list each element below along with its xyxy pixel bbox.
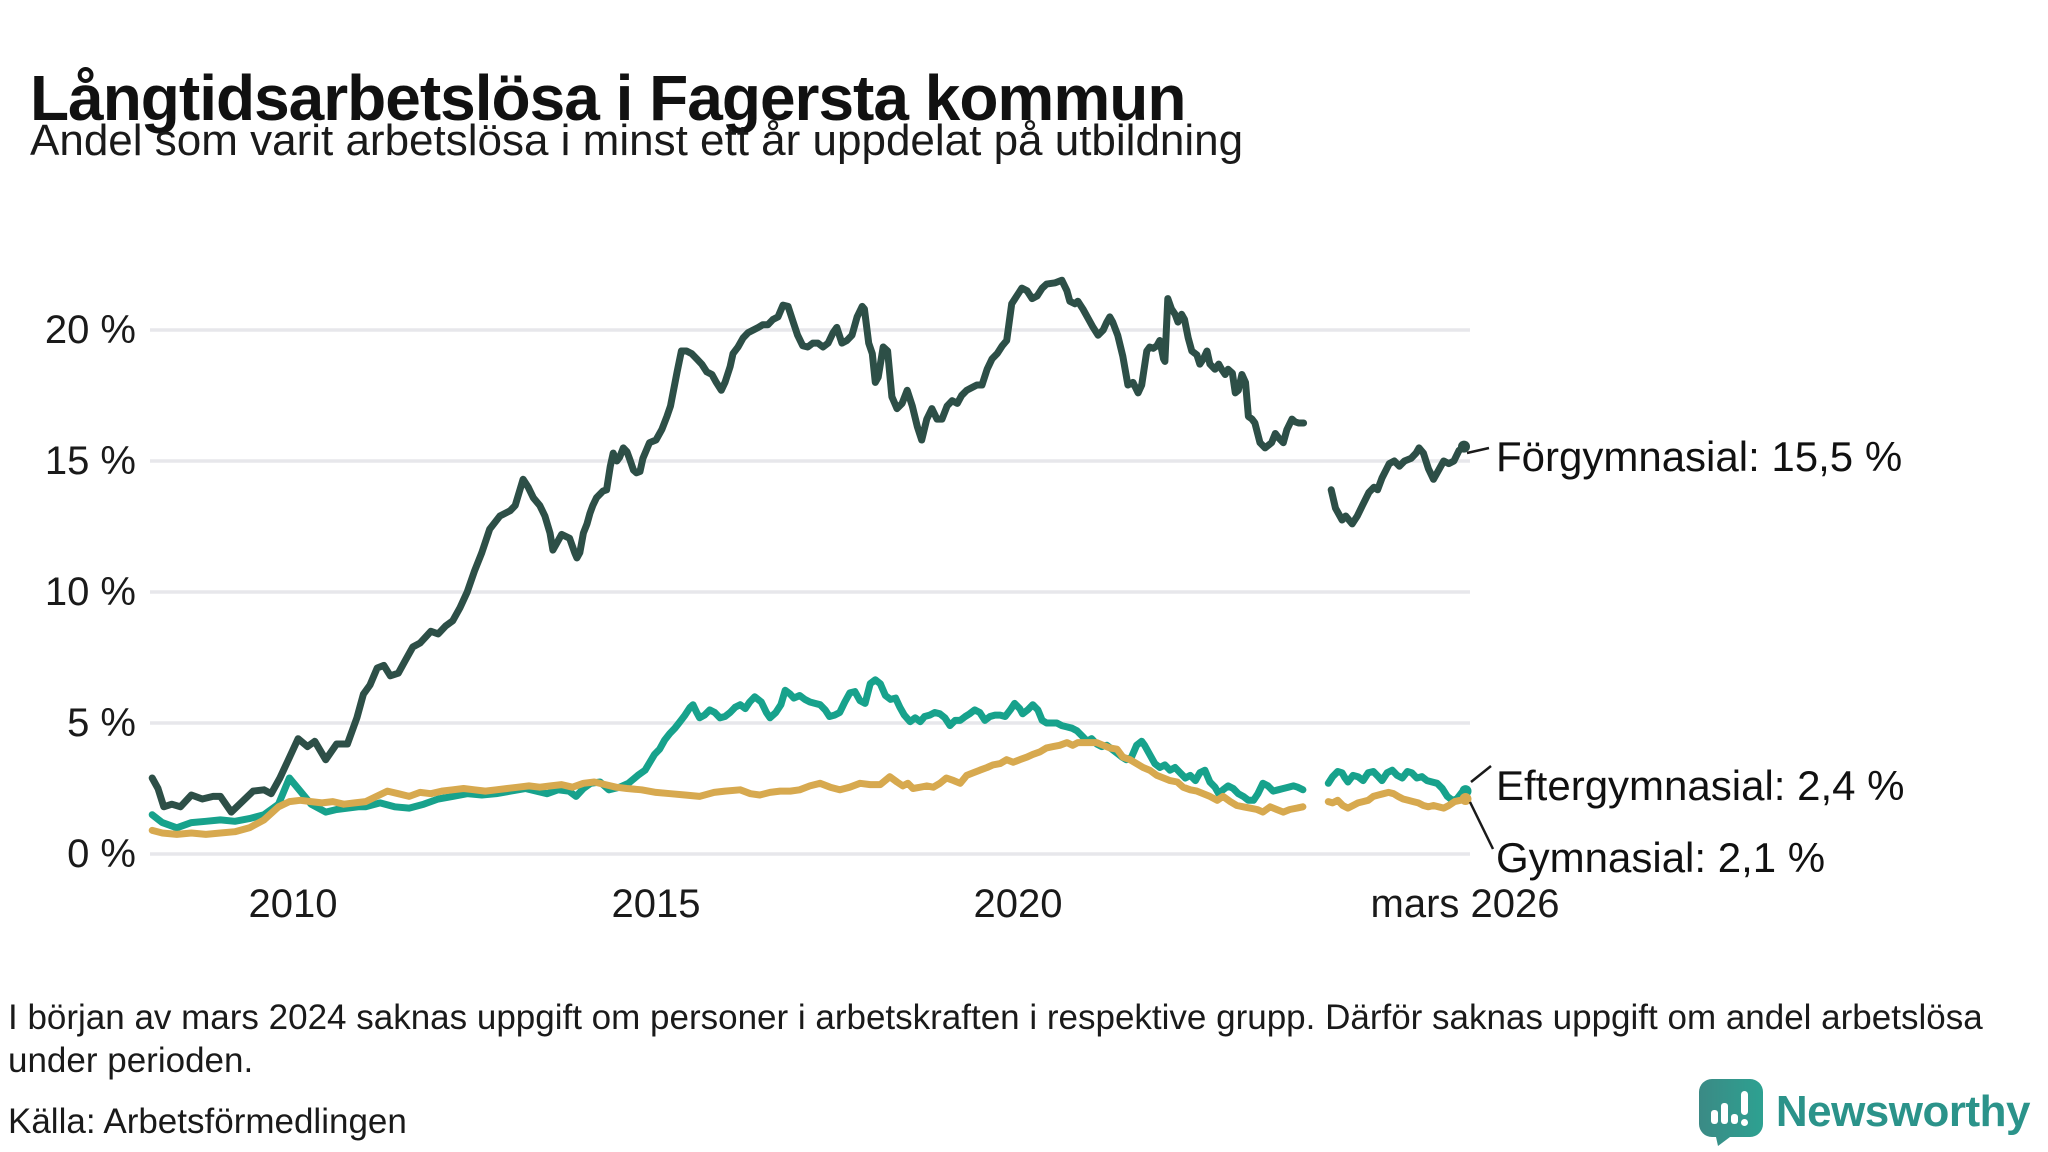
x-axis-tick-2010: 2010 bbox=[248, 882, 338, 926]
y-axis-tick-5: 5 % bbox=[67, 701, 136, 745]
x-axis-tick-2015: 2015 bbox=[611, 882, 701, 926]
y-axis-tick-10: 10 % bbox=[44, 570, 136, 614]
x-axis-tick-2020: 2020 bbox=[973, 882, 1063, 926]
source-attribution: Källa: Arbetsförmedlingen bbox=[8, 1102, 407, 1141]
callout-lines bbox=[1466, 446, 1495, 850]
series-line-gymnasial bbox=[1324, 788, 1469, 812]
series-line-eftergymnasial bbox=[148, 676, 1307, 832]
newsworthy-logo-icon bbox=[1698, 1079, 1763, 1146]
y-axis-tick-15: 15 % bbox=[44, 439, 136, 483]
chart-subtitle: Andel som varit arbetslösa i minst ett å… bbox=[30, 116, 1244, 165]
series-line-förgymnasial bbox=[1327, 443, 1468, 528]
page-title: Långtidsarbetslösa i Fagersta kommun bbox=[30, 61, 1186, 134]
series-end-dot-gymnasial bbox=[1459, 793, 1472, 805]
eftergymnasial-series-label: Eftergymnasial: 2,4 % bbox=[1496, 762, 1905, 809]
forgymnasial-callout-line bbox=[1466, 446, 1490, 455]
eftergymnasial-callout-line bbox=[1470, 765, 1492, 783]
series-line-förgymnasial bbox=[148, 276, 1308, 816]
series-line-gymnasial bbox=[148, 739, 1307, 838]
y-axis-tick-0: 0 % bbox=[67, 832, 136, 876]
series-end-dot-förgymnasial bbox=[1458, 440, 1470, 453]
series-lines bbox=[148, 276, 1472, 838]
forgymnasial-series-label: Förgymnasial: 15,5 % bbox=[1496, 433, 1903, 480]
x-axis-tick-mars-2026: mars 2026 bbox=[1370, 882, 1560, 926]
newsworthy-logo-text: Newsworthy bbox=[1775, 1087, 2031, 1136]
y-axis-tick-20: 20 % bbox=[44, 308, 136, 352]
series-line-eftergymnasial bbox=[1324, 766, 1469, 804]
gymnasial-callout-line bbox=[1468, 801, 1495, 850]
newsworthy-logo: Newsworthy bbox=[1698, 1078, 2031, 1146]
gridlines bbox=[150, 328, 1470, 856]
data-gap-footnote: I början av mars 2024 saknas uppgift om … bbox=[8, 998, 1983, 1081]
gymnasial-series-label: Gymnasial: 2,1 % bbox=[1496, 834, 1826, 881]
